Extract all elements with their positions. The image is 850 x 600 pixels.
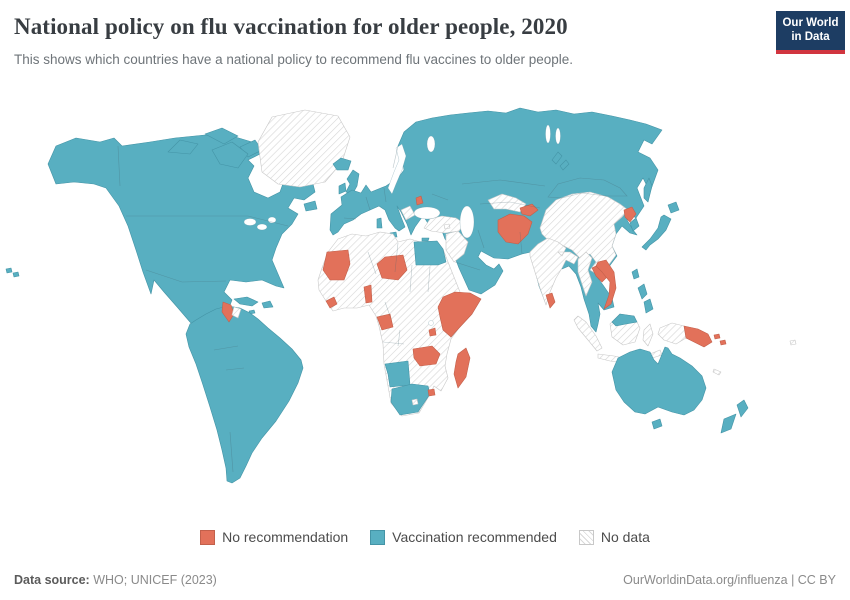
owid-logo-line2: in Data <box>791 30 830 43</box>
region-gabon[interactable] <box>376 313 394 331</box>
region-new-caledonia[interactable] <box>712 368 722 376</box>
owid-attribution-link[interactable]: OurWorldinData.org/influenza | CC BY <box>623 573 836 587</box>
region-hawaii[interactable] <box>12 271 20 278</box>
region-novaya-zemlya[interactable] <box>551 151 563 165</box>
great-lake-1 <box>243 218 257 226</box>
region-sierra-leone[interactable] <box>325 296 338 309</box>
chart-header: National policy on flu vaccination for o… <box>0 0 850 100</box>
region-hispaniola[interactable] <box>261 300 274 309</box>
legend-label-recommended: Vaccination recommended <box>392 529 557 545</box>
region-south-america[interactable] <box>185 305 304 484</box>
world-map <box>0 102 850 524</box>
region-malaysia-borneo[interactable] <box>611 313 638 327</box>
legend-swatch-recommended <box>370 529 386 545</box>
region-ireland[interactable] <box>338 182 347 195</box>
lake-victoria <box>428 320 434 326</box>
region-hawaii[interactable] <box>5 267 13 274</box>
region-suriname[interactable] <box>231 306 242 319</box>
region-japan-honshu[interactable] <box>641 214 672 251</box>
region-papua-new-guinea[interactable] <box>683 325 713 348</box>
region-south-korea[interactable] <box>629 217 640 232</box>
region-arctic-island[interactable] <box>204 127 239 145</box>
map-legend: No recommendation Vaccination recommende… <box>0 529 850 545</box>
region-newfoundland[interactable] <box>303 200 318 212</box>
region-myanmar[interactable] <box>577 251 593 297</box>
region-south-africa[interactable] <box>390 383 431 416</box>
region-zambia[interactable] <box>412 345 441 367</box>
region-vietnam[interactable] <box>595 259 617 310</box>
great-lake-2 <box>256 223 268 231</box>
region-solomon-islands[interactable] <box>719 339 727 346</box>
region-taiwan[interactable] <box>631 268 640 280</box>
region-united-kingdom[interactable] <box>345 169 360 196</box>
region-china[interactable] <box>539 191 629 276</box>
region-novaya-zemlya[interactable] <box>559 159 570 171</box>
region-sumatra[interactable] <box>573 315 603 352</box>
region-sri-lanka[interactable] <box>545 292 556 309</box>
region-mauritania[interactable] <box>322 249 351 281</box>
owid-logo-box: Our World in Data <box>776 11 845 50</box>
region-lesotho[interactable] <box>411 398 419 406</box>
region-australia[interactable] <box>611 346 707 416</box>
region-cyprus[interactable] <box>443 223 451 230</box>
ob-gulf-2 <box>555 127 561 145</box>
legend-item-no-recommendation[interactable]: No recommendation <box>200 529 348 545</box>
region-tasmania[interactable] <box>651 418 663 430</box>
region-cuba[interactable] <box>233 296 259 307</box>
owid-logo-accent <box>776 49 845 54</box>
chart-footer: Data source: WHO; UNICEF (2023) OurWorld… <box>14 573 836 587</box>
region-syria[interactable] <box>445 230 469 263</box>
region-greenland[interactable] <box>257 109 351 188</box>
region-burundi[interactable] <box>428 327 437 337</box>
region-crete[interactable] <box>421 237 430 242</box>
ob-gulf-1 <box>545 124 551 144</box>
legend-label-no-data: No data <box>600 529 650 545</box>
region-solomon-islands[interactable] <box>713 333 721 340</box>
region-madagascar[interactable] <box>453 347 471 389</box>
page-title: National policy on flu vaccination for o… <box>14 14 568 39</box>
region-sardinia[interactable] <box>376 217 383 229</box>
owid-logo[interactable]: Our World in Data <box>776 11 845 54</box>
data-source-value: WHO; UNICEF (2023) <box>89 573 217 587</box>
data-source: Data source: WHO; UNICEF (2023) <box>14 573 217 587</box>
region-guyana[interactable] <box>221 301 235 323</box>
region-niger[interactable] <box>376 254 408 281</box>
region-afghanistan[interactable] <box>497 213 533 245</box>
black-sea <box>413 206 441 220</box>
region-baffin-island[interactable] <box>211 141 249 169</box>
region-benin[interactable] <box>363 284 373 304</box>
region-new-zealand-north[interactable] <box>736 399 749 418</box>
caspian-sea <box>459 205 475 239</box>
white-sea <box>426 135 436 153</box>
region-philippines-mindanao[interactable] <box>643 298 654 314</box>
region-north-korea[interactable] <box>623 206 637 223</box>
legend-label-no-recommendation: No recommendation <box>222 529 349 545</box>
legend-item-no-data[interactable]: No data <box>578 529 650 545</box>
region-sakhalin[interactable] <box>643 177 653 203</box>
country-borders <box>117 145 628 473</box>
region-sulawesi[interactable] <box>642 323 654 347</box>
legend-item-recommended[interactable]: Vaccination recommended <box>370 529 557 545</box>
region-new-zealand-south[interactable] <box>720 413 737 434</box>
region-tajikistan[interactable] <box>519 203 539 217</box>
region-west-new-guinea[interactable] <box>657 322 687 345</box>
baltic-sea <box>387 143 407 195</box>
region-arctic-island[interactable] <box>167 139 199 155</box>
region-philippines-luzon[interactable] <box>637 283 648 300</box>
region-egypt[interactable] <box>413 240 447 266</box>
region-moldova[interactable] <box>415 195 424 206</box>
region-eswatini[interactable] <box>427 388 436 397</box>
legend-swatch-no-data <box>578 529 594 545</box>
legend-swatch-no-recommendation <box>200 529 216 545</box>
page-subtitle: This shows which countries have a nation… <box>14 52 574 67</box>
great-lake-3 <box>267 216 277 224</box>
data-source-label: Data source: <box>14 573 90 587</box>
region-iceland[interactable] <box>332 157 352 171</box>
region-somalia-kenya[interactable] <box>437 291 482 338</box>
region-japan-hokkaido[interactable] <box>667 201 680 214</box>
region-namibia[interactable] <box>384 360 411 388</box>
region-india[interactable] <box>529 237 579 306</box>
owid-logo-line1: Our World <box>782 17 839 29</box>
region-fiji[interactable] <box>789 339 797 346</box>
